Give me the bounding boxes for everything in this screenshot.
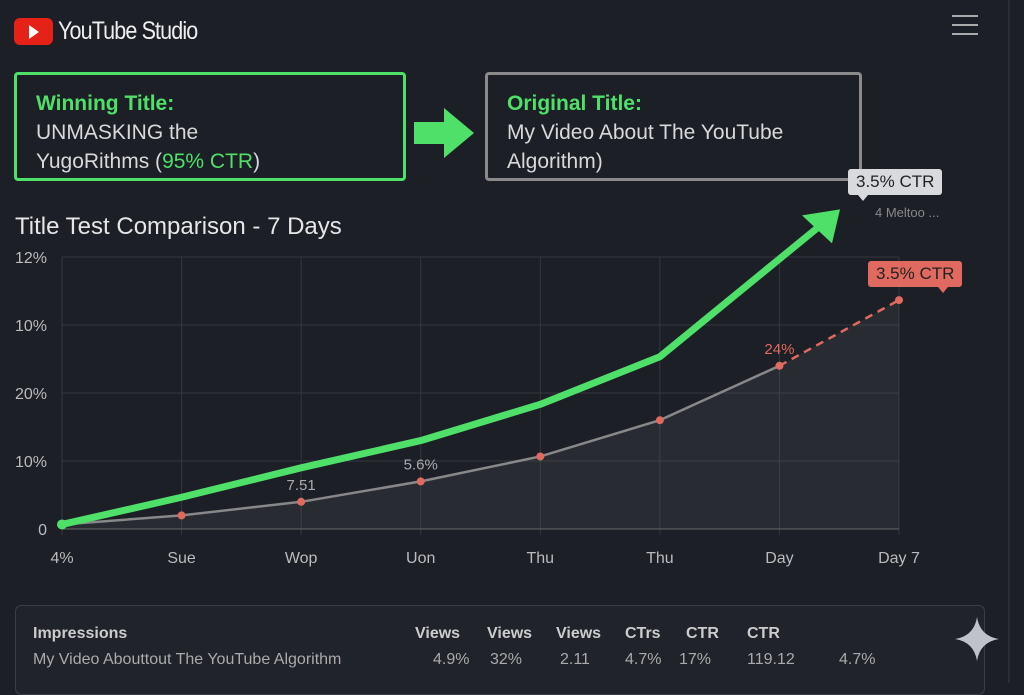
- original-point: [536, 452, 545, 461]
- original-series-projection: [778, 298, 900, 367]
- winning-title-label: Winning Title:: [36, 92, 175, 115]
- x-tick-label: Day: [765, 550, 793, 567]
- original-title-label: Original Title:: [507, 92, 642, 115]
- header-views: Views: [556, 625, 602, 642]
- data-label: 7.51: [287, 477, 316, 494]
- x-tick-label: Day 7: [878, 550, 920, 567]
- youtube-studio-logo[interactable]: YouTube Studio: [14, 17, 220, 46]
- winning-arrowhead: [802, 209, 840, 244]
- original-point: [775, 361, 784, 370]
- winning-series-line: [58, 223, 822, 528]
- original-point: [895, 296, 903, 305]
- x-tick-label: Thu: [646, 550, 674, 567]
- x-tick-label: Thu: [526, 550, 554, 567]
- original-point: [416, 477, 425, 486]
- cell: 4.9%: [433, 651, 470, 668]
- original-point: [655, 416, 664, 425]
- winning-title-line1: UNMASKING the: [36, 121, 199, 144]
- y-tick-label: 0: [38, 522, 47, 539]
- header-views: Views: [487, 625, 533, 642]
- y-tick-label: 10%: [15, 318, 47, 335]
- line-chart: 0 10% 20% 10% 12% 4% Sue Wop Uon Thu Thu Day Day 7 7.…: [15, 209, 920, 567]
- winning-title-paren: ): [253, 150, 261, 173]
- tooltip-subtext: 4 Meltoo ...: [875, 205, 940, 220]
- cell: 32%: [490, 651, 523, 668]
- winning-title-text: YugoRithms (: [36, 150, 163, 173]
- cell: 119.12: [747, 651, 795, 668]
- original-ctr-tooltip: 3.5% CTR: [868, 261, 963, 293]
- winning-title-card: Winning Title: UNMASKING the YugoRithms …: [14, 72, 406, 181]
- arrow-right-icon: [414, 108, 474, 158]
- y-tick-label: 20%: [15, 386, 47, 403]
- scrollbar[interactable]: [1008, 0, 1010, 683]
- hamburger-menu-icon[interactable]: [952, 15, 978, 35]
- x-tick-label: Sue: [167, 550, 196, 567]
- header-impressions: Impressions: [33, 625, 128, 642]
- original-point: [177, 511, 186, 520]
- data-label: 24%: [764, 341, 794, 358]
- winning-ctr: 95% CTR: [162, 150, 254, 173]
- original-title-line1: My Video About The YouTube: [507, 121, 784, 144]
- winning-title-line2: YugoRithms (95% CTR): [36, 147, 384, 176]
- cell-title: My Video Abouttout The YouTube Algorithm: [33, 651, 342, 668]
- cell: 4.7%: [839, 651, 876, 668]
- original-title-card: Original Title: My Video About The YouTu…: [485, 72, 862, 181]
- cell: 17%: [679, 651, 712, 668]
- app-title: YouTube Studio: [58, 17, 198, 45]
- chart-title: Title Test Comparison - 7 Days: [15, 213, 342, 240]
- winning-ctr-tooltip: 3.5% CTR: [848, 169, 943, 201]
- header-ctr: CTR: [747, 625, 780, 642]
- original-series-area: [62, 300, 899, 529]
- data-label: 5.6%: [404, 456, 438, 473]
- x-tick-label: Wop: [285, 550, 318, 567]
- sparkle-icon[interactable]: [955, 617, 999, 661]
- header-ctr: CTR: [686, 625, 719, 642]
- header-views: Views: [415, 625, 461, 642]
- header-ctrs: CTrs: [625, 625, 661, 642]
- x-tick-label: 4%: [50, 550, 73, 567]
- x-tick-label: Uon: [406, 550, 435, 567]
- y-tick-label: 10%: [15, 454, 47, 471]
- cell: 4.7%: [625, 651, 662, 668]
- original-point: [297, 497, 306, 506]
- cell: 2.11: [560, 651, 590, 668]
- stats-table: Impressions Views Views Views CTrs CTR C…: [15, 605, 985, 695]
- y-tick-label: 12%: [15, 250, 47, 267]
- winning-point: [57, 519, 67, 530]
- youtube-logo-icon: [14, 18, 53, 45]
- original-title-line2: Algorithm): [507, 150, 603, 173]
